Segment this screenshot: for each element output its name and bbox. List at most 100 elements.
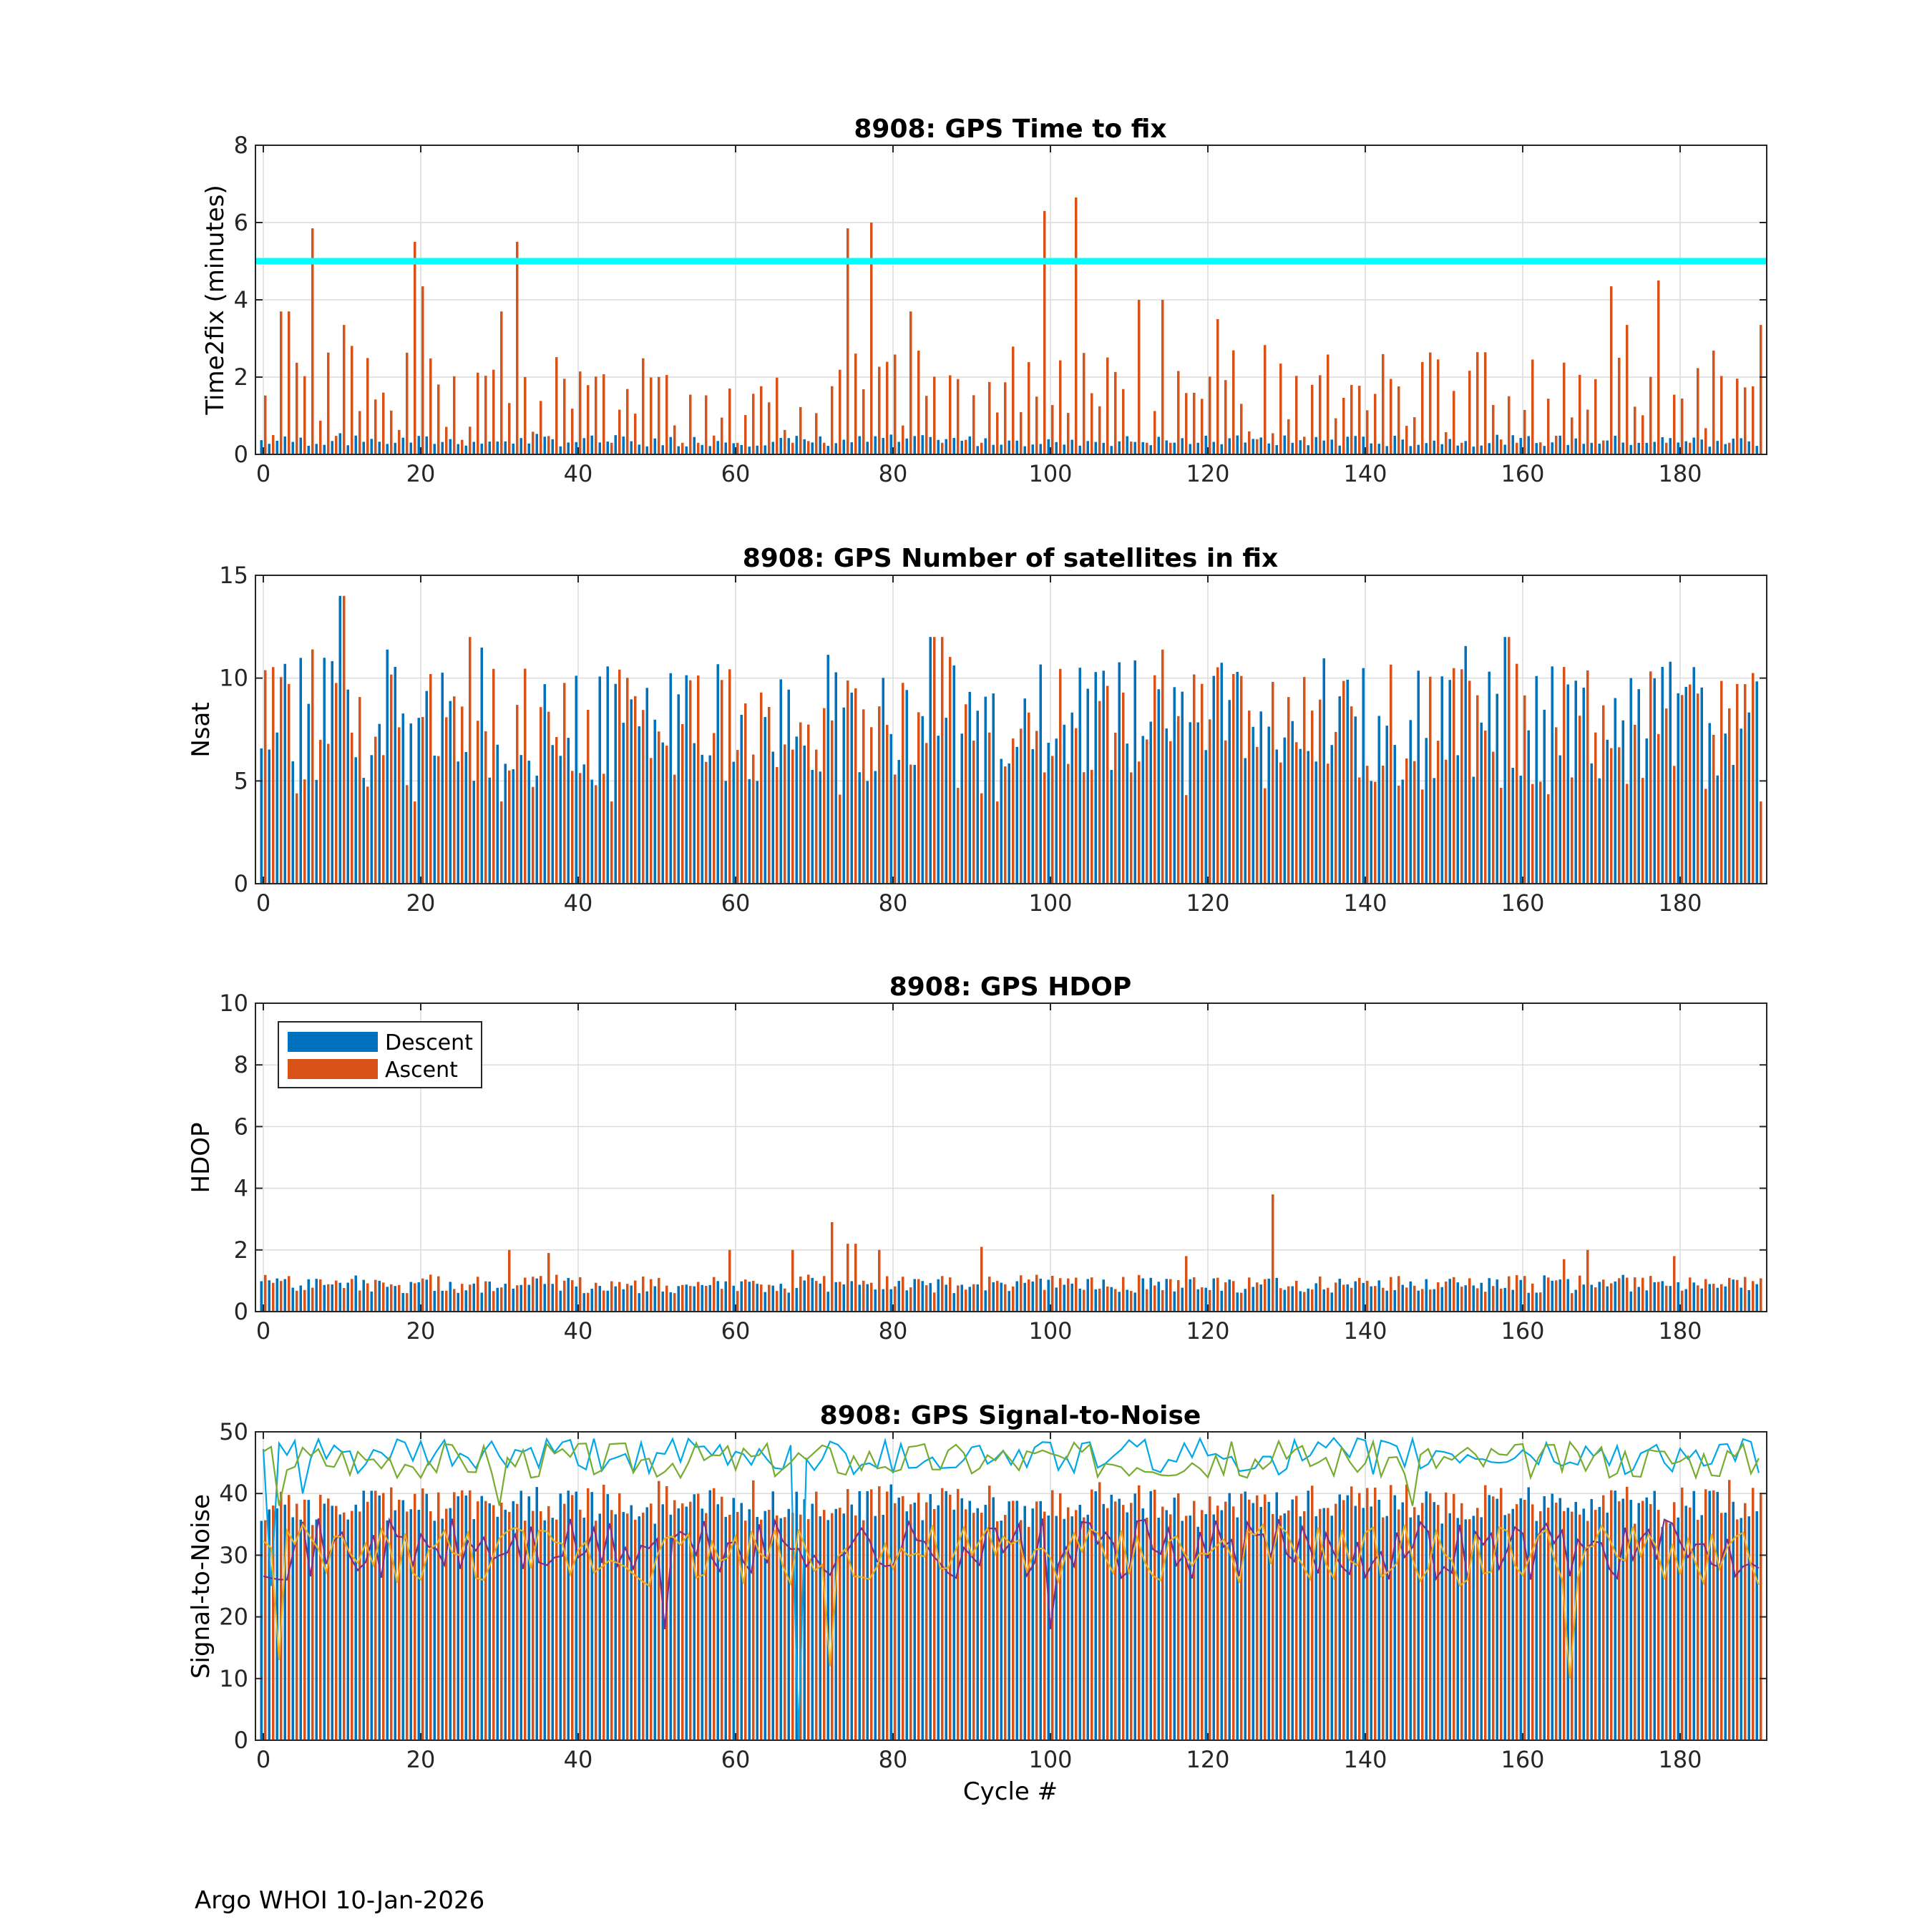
bar-ascent (933, 637, 936, 884)
bar-ascent (1303, 436, 1306, 454)
bar-ascent (1216, 1506, 1219, 1740)
bar-descent (1259, 711, 1262, 884)
bar-descent (1283, 1513, 1286, 1740)
bar-ascent (1169, 741, 1172, 884)
bar-ascent (1083, 772, 1085, 884)
bar-ascent (1468, 680, 1471, 884)
bar-descent (1015, 440, 1018, 454)
bar-descent (1740, 1518, 1742, 1740)
bar-ascent (1752, 386, 1755, 454)
bar-descent (708, 1284, 711, 1312)
bar-ascent (1697, 368, 1699, 454)
xtick-label: 120 (1186, 889, 1229, 917)
bar-ascent (705, 395, 708, 454)
panel-hdop: 8908: GPS HDOP HDOP 0 20 40 60 80 100 120 140 16… (187, 972, 1767, 1345)
bar-ascent (1295, 1280, 1298, 1312)
bar-ascent (1453, 1493, 1455, 1740)
bar-descent (307, 1279, 310, 1312)
bar-ascent (1146, 1517, 1148, 1740)
bar-ascent (1209, 719, 1211, 884)
bar-descent (386, 444, 389, 454)
bar-ascent (327, 352, 330, 454)
bar-ascent (894, 1503, 897, 1740)
bar-ascent (1405, 758, 1408, 884)
bar-descent (1464, 645, 1467, 884)
bar-ascent (1413, 417, 1416, 454)
bar-descent (968, 691, 971, 884)
bar-ascent (469, 426, 472, 454)
bar-descent (575, 1286, 577, 1312)
bar-descent (1614, 698, 1616, 884)
bar-ascent (1397, 1509, 1400, 1740)
bar-descent (1692, 1282, 1695, 1312)
bar-descent (378, 1280, 381, 1312)
bar-ascent (618, 669, 621, 884)
bar-ascent (957, 1488, 960, 1740)
bar-ascent (1390, 1485, 1392, 1740)
bar-ascent (319, 420, 322, 454)
bar-ascent (1295, 742, 1298, 884)
bar-descent (1740, 1287, 1742, 1312)
bar-descent (1039, 664, 1042, 884)
bar-ascent (996, 1521, 999, 1740)
bar-ascent (1405, 1287, 1408, 1312)
bar-ascent (366, 1501, 369, 1740)
bar-descent (346, 1519, 349, 1740)
bar-descent (1574, 438, 1577, 454)
bar-ascent (579, 1509, 582, 1740)
bar-descent (693, 1286, 696, 1312)
bar-descent (1700, 1515, 1703, 1740)
bar-descent (1330, 745, 1333, 884)
bar-ascent (1555, 727, 1558, 884)
bar-descent (1393, 435, 1396, 454)
bar-descent (992, 1497, 995, 1740)
xtick-label: 80 (879, 889, 908, 917)
bar-descent (1023, 1282, 1026, 1312)
bar-ascent (1043, 772, 1046, 884)
bar-ascent (618, 1282, 621, 1312)
bar-descent (575, 675, 577, 884)
bar-descent (1023, 1506, 1026, 1740)
bar-ascent (414, 1283, 416, 1312)
bar-descent (1377, 1500, 1380, 1740)
bar-ascent (532, 1511, 535, 1740)
bar-ascent (484, 376, 487, 454)
bar-descent (1629, 1291, 1632, 1312)
bar-descent (1346, 679, 1349, 884)
bar-descent (582, 1293, 585, 1312)
bar-ascent (1523, 695, 1526, 884)
bar-ascent (996, 801, 999, 884)
bar-ascent (965, 1289, 967, 1312)
bar-ascent (1059, 1493, 1062, 1740)
bar-descent (433, 756, 436, 884)
bar-ascent (713, 1277, 716, 1312)
bar-ascent (1327, 763, 1330, 884)
bar-ascent (1185, 1256, 1188, 1312)
bar-descent (1078, 668, 1081, 884)
bar-descent (1606, 739, 1609, 884)
bar-descent (598, 442, 601, 454)
bar-descent (488, 1503, 491, 1740)
bar-descent (693, 1494, 696, 1740)
bar-descent (1527, 436, 1530, 454)
bar-descent (763, 445, 766, 454)
bar-ascent (728, 1514, 731, 1740)
bar-ascent (721, 1289, 723, 1312)
bar-ascent (1641, 1277, 1644, 1312)
bar-descent (1220, 1290, 1223, 1312)
bar-descent (630, 699, 633, 884)
bar-ascent (390, 1487, 393, 1740)
bar-descent (724, 781, 727, 884)
bar-descent (1558, 755, 1561, 884)
bar-descent (1008, 1291, 1010, 1312)
bar-ascent (626, 678, 629, 884)
bar-descent (645, 688, 648, 884)
bar-ascent (933, 376, 936, 454)
bar-ascent (673, 774, 676, 884)
bar-descent (1448, 680, 1451, 884)
bar-ascent (721, 680, 723, 884)
bar-ascent (1445, 431, 1448, 454)
bars-hdop (260, 1194, 1762, 1312)
bar-ascent (807, 1274, 810, 1312)
bar-ascent (1091, 1277, 1093, 1312)
